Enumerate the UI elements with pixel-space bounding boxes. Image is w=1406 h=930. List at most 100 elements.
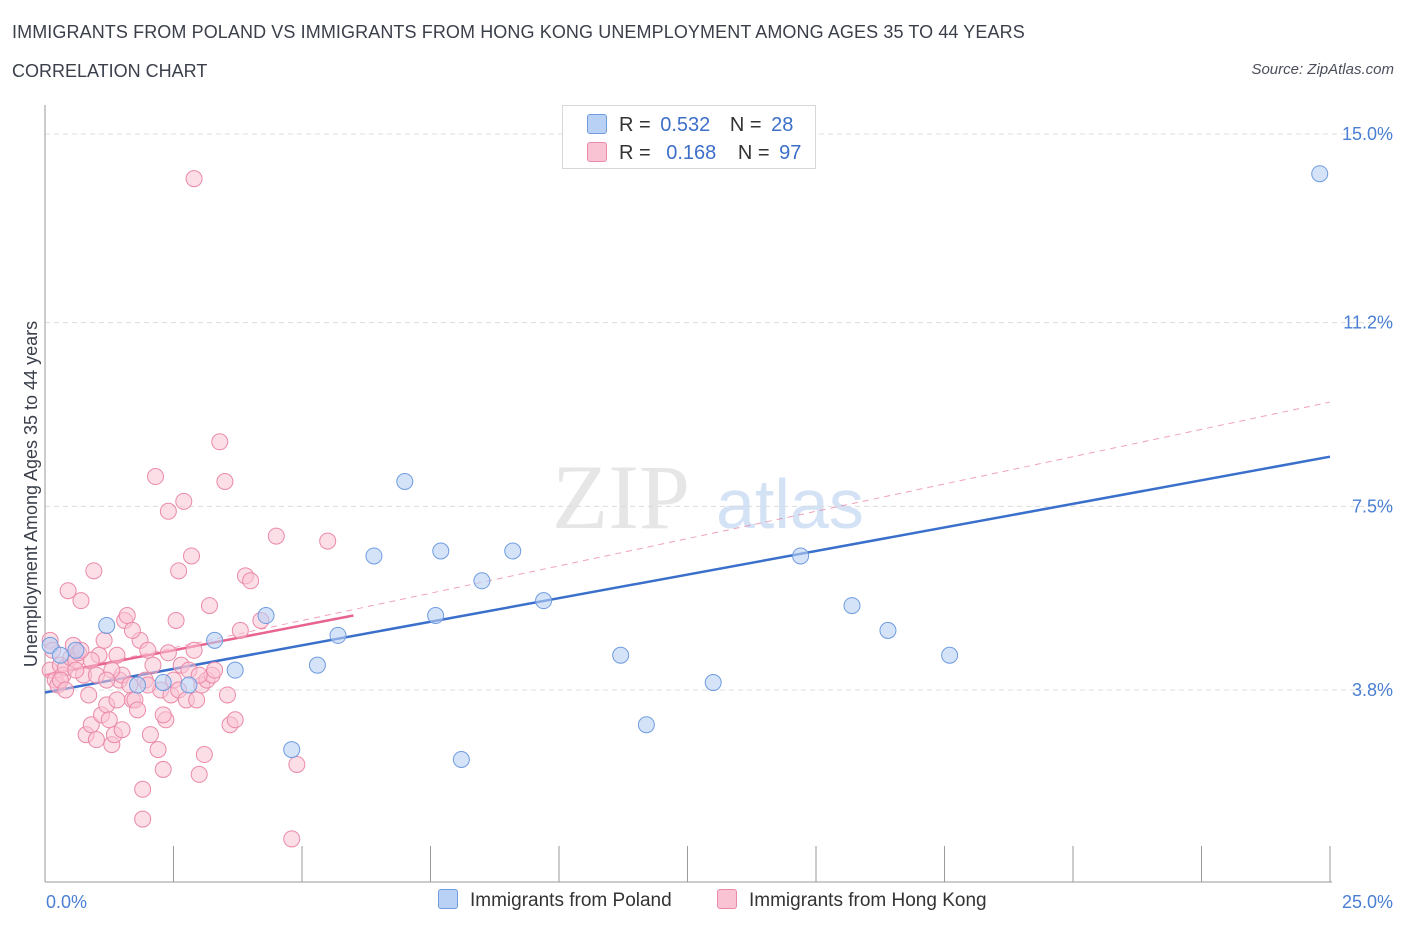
hongkong-point (267, 527, 285, 545)
poland-point (612, 646, 630, 664)
poland-point (51, 646, 69, 664)
poland-swatch (438, 889, 458, 909)
poland-point (283, 741, 301, 759)
watermark-zip: ZIP (552, 446, 690, 548)
poland-point (226, 661, 244, 679)
bottom-legend-poland: Immigrants from Poland (438, 889, 672, 912)
hongkong-point (82, 716, 100, 734)
hongkong-point (57, 681, 75, 699)
poland-point (535, 592, 553, 610)
hongkong-point (85, 562, 103, 580)
hongkong-point (218, 686, 236, 704)
hongkong-point (134, 810, 152, 828)
poland-point (257, 607, 275, 625)
hongkong-point (123, 621, 141, 639)
poland-swatch (587, 114, 607, 134)
poland-point (98, 616, 116, 634)
poland-point (473, 572, 491, 590)
hongkong-point (159, 502, 177, 520)
hongkong-point (283, 830, 301, 848)
stats-legend: R = 0.532 N = 28 R = 0.168 N = 97 (562, 105, 816, 169)
hongkong-point (129, 701, 147, 719)
hongkong-point (185, 170, 203, 188)
poland-point (129, 676, 147, 694)
hongkong-points (41, 170, 337, 848)
chart-title: IMMIGRANTS FROM POLAND VS IMMIGRANTS FRO… (12, 22, 1025, 42)
hongkong-point (141, 726, 159, 744)
legend-row-hongkong: R = 0.168 N = 97 (587, 142, 801, 164)
poland-point (365, 547, 383, 565)
poland-point (704, 674, 722, 692)
y-tick-label: 15.0% (1342, 124, 1393, 144)
poland-point (41, 636, 59, 654)
y-tick-label: 11.2% (1343, 313, 1393, 333)
poland-point (1311, 165, 1329, 183)
watermark: ZIP atlas (552, 446, 864, 548)
legend-r-label: R = (619, 142, 651, 164)
hongkong-point (200, 597, 218, 615)
poland-point (452, 751, 470, 768)
poland-point (329, 626, 347, 644)
hongkong-point (226, 711, 244, 729)
watermark-atlas: atlas (716, 465, 864, 543)
hongkong-point (242, 572, 260, 590)
hongkong-point (72, 592, 90, 610)
legend-r-label: R = (619, 114, 651, 136)
hongkong-point (288, 755, 306, 773)
hongkong-point (100, 711, 118, 729)
x-tick-label-max: 25.0% (1342, 892, 1393, 912)
poland-point (396, 473, 414, 490)
hongkong-point (113, 721, 131, 739)
x-tick-label-min: 0.0% (46, 892, 87, 912)
poland-point (432, 542, 450, 560)
gridlines (45, 133, 1390, 691)
hongkong-point (139, 641, 157, 659)
poland-point (879, 621, 897, 639)
chart-subtitle: CORRELATION CHART (12, 61, 208, 81)
hongkong-point (231, 621, 249, 639)
hongkong-point (87, 731, 105, 749)
hongkong-point (82, 651, 100, 669)
legend-r-value: 0.168 (666, 142, 717, 164)
hongkong-point (167, 612, 185, 629)
hongkong-point (182, 547, 200, 565)
poland-point (154, 674, 172, 692)
hongkong-point (147, 468, 165, 486)
y-tick-label: 3.8% (1352, 680, 1393, 700)
hongkong-trend-extended (44, 401, 1331, 676)
poland-point (792, 547, 810, 565)
hongkong-point (170, 562, 188, 580)
hongkong-point (108, 646, 126, 664)
hongkong-point (154, 706, 172, 724)
hongkong-point (206, 661, 224, 679)
hongkong-point (149, 741, 167, 759)
hongkong-point (195, 746, 213, 764)
source-label: Source: ZipAtlas.com (1251, 61, 1394, 78)
hongkong-point (185, 641, 203, 659)
axes (44, 105, 1332, 883)
poland-point (308, 656, 326, 674)
hongkong-point (59, 582, 77, 600)
hongkong-point (154, 760, 172, 778)
poland-point (637, 716, 655, 734)
poland-trend-line (44, 455, 1331, 694)
poland-points (41, 165, 1329, 768)
tick-labels: 3.8% 7.5% 11.2% 15.0% 0.0% 25.0% (46, 124, 1393, 912)
hongkong-point (216, 473, 234, 490)
hongkong-point (175, 492, 193, 510)
legend-n-value: 97 (779, 142, 802, 164)
hongkong-point (211, 433, 229, 451)
hongkong-swatch (587, 142, 607, 162)
poland-point (67, 641, 85, 659)
hongkong-point (118, 607, 136, 625)
hongkong-point (80, 686, 98, 704)
hongkong-point (159, 644, 177, 662)
poland-point (206, 631, 224, 649)
poland-point (504, 542, 522, 560)
legend-n-label: N = (729, 114, 762, 136)
poland-point (843, 597, 861, 615)
hongkong-point (190, 666, 208, 684)
hongkong-point (188, 691, 206, 709)
bottom-legend-poland-label: Immigrants from Poland (470, 890, 672, 911)
